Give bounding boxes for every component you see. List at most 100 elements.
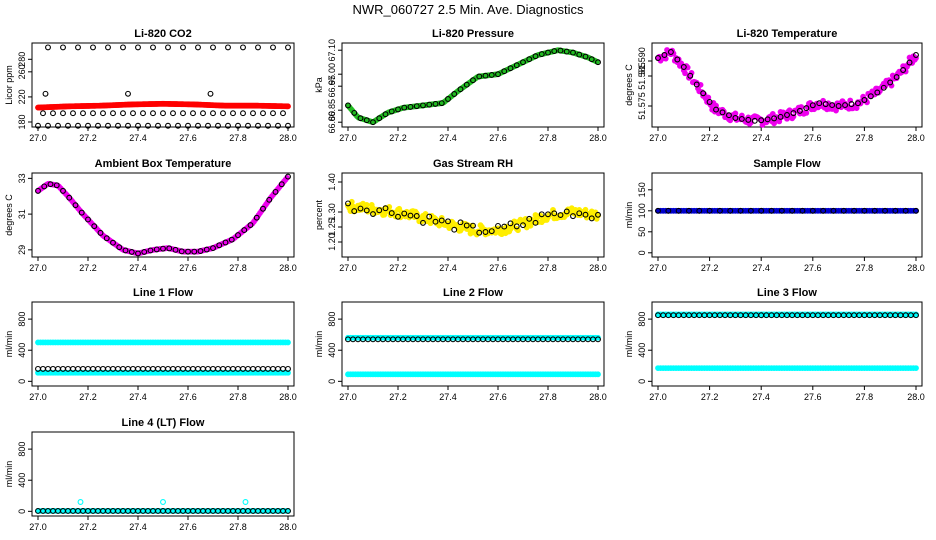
data-point xyxy=(280,110,286,117)
x-tick-label: 28.0 xyxy=(589,133,607,143)
data-point xyxy=(822,101,829,108)
data-point xyxy=(135,250,141,257)
data-point xyxy=(595,211,601,218)
data-point xyxy=(235,122,241,129)
x-tick-label: 27.8 xyxy=(229,392,247,402)
data-point xyxy=(719,109,726,116)
x-tick-label: 27.2 xyxy=(389,263,407,273)
x-tick-label: 27.8 xyxy=(539,263,557,273)
panel-title: Li-820 CO2 xyxy=(134,28,191,40)
y-tick-label: 51.590 xyxy=(637,47,647,75)
figure-title: NWR_060727 2.5 Min. Ave. Diagnostics xyxy=(353,2,584,17)
data-point xyxy=(250,110,256,117)
y-tick-label: 800 xyxy=(17,312,27,327)
plot-frame xyxy=(31,172,295,258)
data-point xyxy=(655,207,661,214)
data-point xyxy=(195,122,201,129)
data-point xyxy=(476,73,483,80)
data-point xyxy=(737,207,744,214)
data-point xyxy=(696,207,703,214)
x-tick-label: 28.0 xyxy=(589,392,607,402)
y-tick-label: 51.575 xyxy=(637,92,647,120)
data-point xyxy=(225,122,231,129)
plot-frame xyxy=(341,42,605,128)
x-tick-label: 27.8 xyxy=(539,392,557,402)
data-point xyxy=(463,81,470,88)
data-point xyxy=(145,122,151,129)
x-tick-label: 27.4 xyxy=(129,392,147,402)
data-point xyxy=(110,110,116,117)
data-point xyxy=(820,207,827,214)
y-tick-label: 280 xyxy=(17,52,27,67)
data-point xyxy=(557,47,564,54)
data-point xyxy=(796,107,803,114)
data-point xyxy=(432,100,439,107)
data-point xyxy=(764,116,771,123)
data-point xyxy=(247,222,254,229)
data-point xyxy=(713,106,719,113)
data-point xyxy=(180,110,186,117)
data-point xyxy=(363,117,370,124)
data-point xyxy=(661,52,668,58)
data-point xyxy=(130,110,136,117)
data-point xyxy=(120,44,126,51)
data-point xyxy=(351,208,358,215)
data-point xyxy=(357,115,364,122)
data-point xyxy=(370,211,376,217)
data-point xyxy=(861,97,868,103)
plot-frame xyxy=(651,301,923,387)
data-point xyxy=(185,122,191,129)
data-point xyxy=(141,248,148,255)
data-point xyxy=(41,183,48,190)
data-point xyxy=(771,115,778,122)
data-point xyxy=(501,223,508,230)
data-point xyxy=(235,232,241,239)
series-avg xyxy=(35,173,291,257)
y-axis-label: percent xyxy=(314,199,324,230)
x-tick-label: 27.2 xyxy=(701,263,719,273)
data-point xyxy=(495,222,501,229)
y-tick-label: 66.95 xyxy=(327,75,337,98)
data-point xyxy=(758,207,765,214)
x-tick-label: 27.0 xyxy=(649,392,667,402)
series-raw xyxy=(35,174,290,257)
panel-pressure: Li-820 Pressure 27.0 27.2 27.4 27.6 27.8 28.0 6… xyxy=(314,28,607,143)
data-point xyxy=(882,207,888,214)
panel-grid: Li-820 CO2 27.0 27.2 27.4 27.6 27.8 28.0 180 220… xyxy=(4,28,925,532)
data-point xyxy=(784,112,790,118)
y-tick-label: 1.25 xyxy=(327,218,337,236)
y-tick-label: 400 xyxy=(17,343,27,358)
data-point xyxy=(716,207,723,214)
x-tick-label: 27.4 xyxy=(752,263,770,273)
panel-ambient: Ambient Box Temperature 27.0 27.2 27.4 27.6 2… xyxy=(4,158,297,273)
data-point xyxy=(665,207,672,214)
data-point xyxy=(90,44,96,51)
data-point xyxy=(66,194,73,201)
data-point xyxy=(667,49,674,55)
data-point xyxy=(125,90,131,97)
data-point xyxy=(260,205,266,212)
x-tick-label: 27.0 xyxy=(339,263,357,273)
x-tick-label: 27.2 xyxy=(79,522,97,532)
data-point xyxy=(495,71,501,78)
y-tick-label: 33 xyxy=(17,173,27,183)
data-point xyxy=(840,207,847,214)
y-tick-label: 29 xyxy=(17,245,27,255)
x-tick-label: 27.6 xyxy=(179,133,197,143)
data-point xyxy=(551,48,558,55)
panel-temp: Li-820 Temperature 27.0 27.2 27.4 27.6 27.8 28… xyxy=(624,28,925,143)
data-point xyxy=(687,72,694,79)
data-point xyxy=(77,499,84,505)
y-tick-label: 400 xyxy=(327,343,337,358)
x-tick-label: 27.4 xyxy=(752,133,770,143)
data-point xyxy=(688,70,695,76)
x-tick-label: 27.4 xyxy=(752,392,770,402)
data-point xyxy=(120,110,126,117)
panel-co2: Li-820 CO2 27.0 27.2 27.4 27.6 27.8 28.0 180 220… xyxy=(4,28,297,143)
x-tick-label: 27.0 xyxy=(29,263,47,273)
series-cyan xyxy=(35,508,291,514)
data-point xyxy=(97,229,104,236)
y-tick-label: 50 xyxy=(637,227,647,237)
data-point xyxy=(747,207,754,214)
y-tick-label: 800 xyxy=(327,312,337,327)
